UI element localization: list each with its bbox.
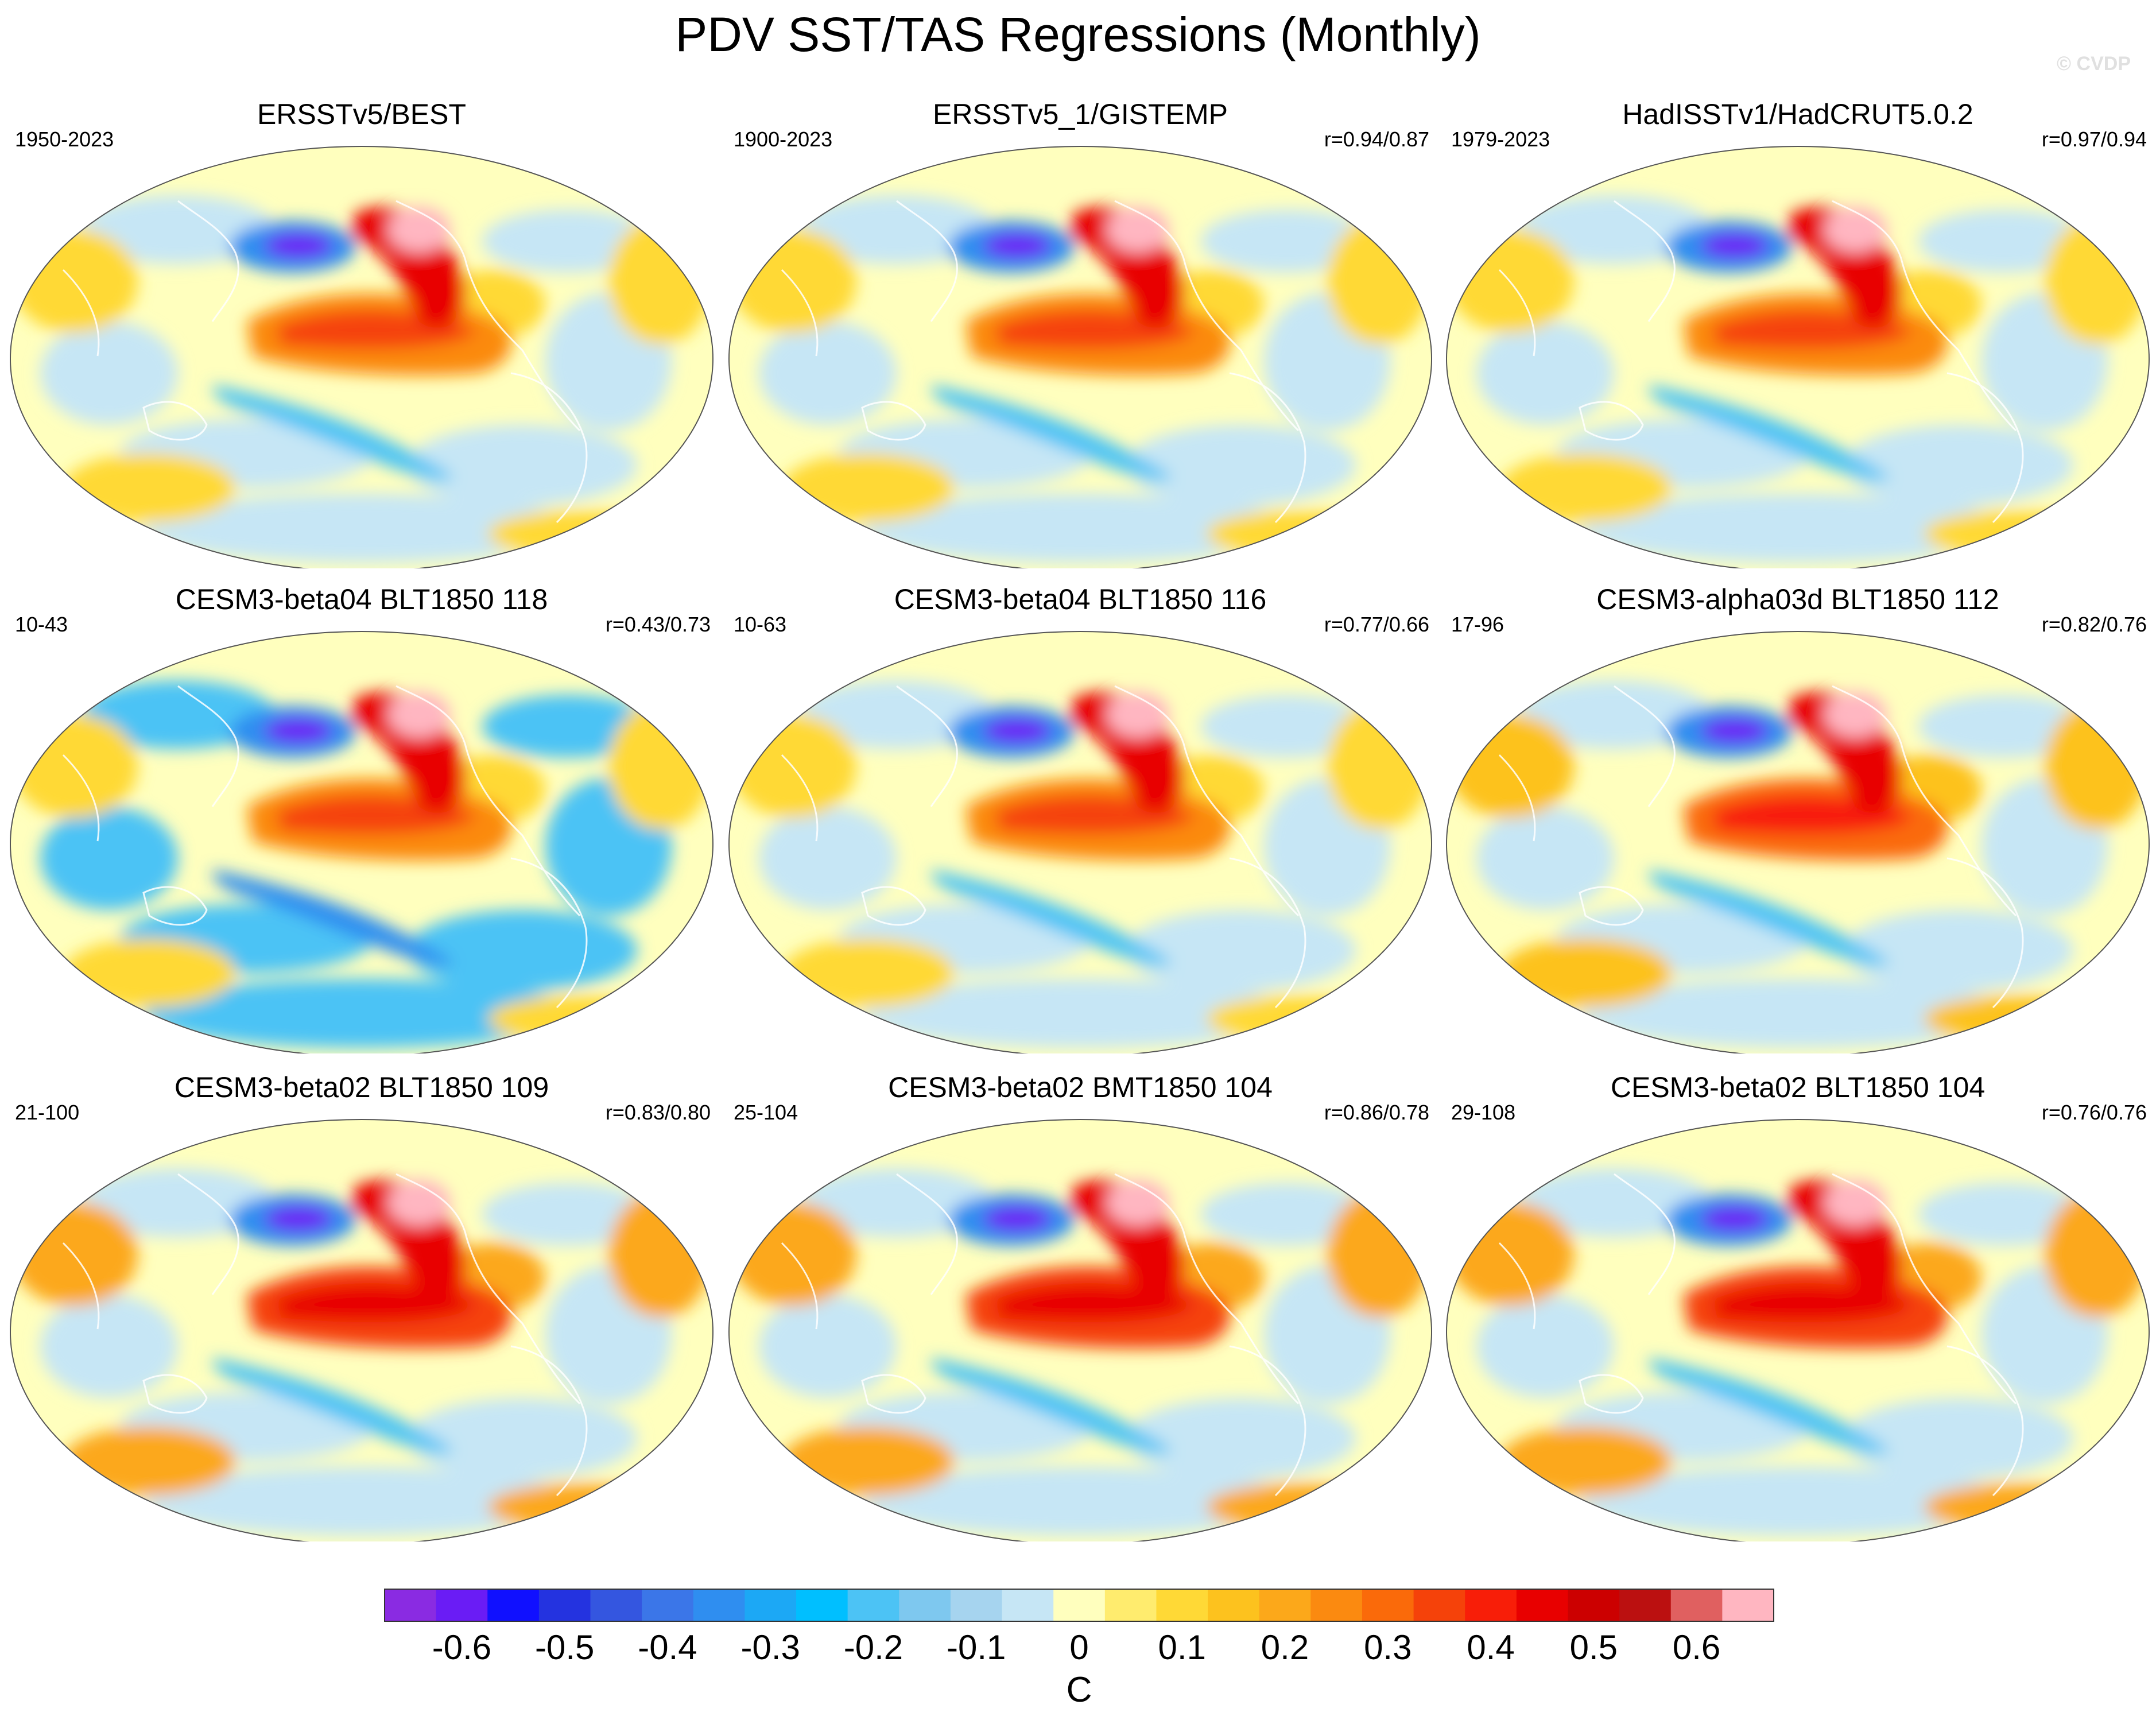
colorbar-swatch xyxy=(744,1589,797,1621)
colorbar-tick-label: 0.2 xyxy=(1261,1628,1309,1667)
panel-years: 29-108 xyxy=(1451,1101,1516,1124)
colorbar-frame xyxy=(384,1589,1774,1622)
panel-title: CESM3-beta04 BLT1850 118 xyxy=(175,583,548,615)
map-panel: CESM3-beta02 BLT1850 109 21-100 r=0.83/0… xyxy=(6,1071,718,1553)
panel-correlation: r=0.43/0.73 xyxy=(605,613,711,636)
colorbar-swatch xyxy=(1413,1589,1465,1621)
colorbar-tick-label: 0.3 xyxy=(1364,1628,1412,1667)
regression-map xyxy=(10,146,714,568)
copyright-label: © CVDP xyxy=(2057,53,2131,75)
colorbar-swatch xyxy=(1259,1589,1311,1621)
colorbar-tick-label: 0.5 xyxy=(1570,1628,1618,1667)
colorbar-swatch xyxy=(950,1589,1003,1621)
colorbar-tick-label: -0.2 xyxy=(844,1628,903,1667)
panel-correlation: r=0.76/0.76 xyxy=(2041,1101,2147,1124)
panel-years: 10-63 xyxy=(734,613,787,636)
colorbar-tick-label: 0.1 xyxy=(1158,1628,1206,1667)
panel-correlation: r=0.82/0.76 xyxy=(2041,613,2147,636)
colorbar-swatch xyxy=(642,1589,694,1621)
panel-years: 1979-2023 xyxy=(1451,127,1550,151)
panel-title: CESM3-beta02 BLT1850 109 xyxy=(174,1071,549,1103)
colorbar-swatch xyxy=(1465,1589,1517,1621)
figure-title: PDV SST/TAS Regressions (Monthly) xyxy=(675,7,1481,61)
regression-map xyxy=(10,631,714,1053)
colorbar-swatch xyxy=(1156,1589,1208,1621)
panel-title: CESM3-beta02 BLT1850 104 xyxy=(1610,1071,1986,1103)
panel-years: 1900-2023 xyxy=(734,127,833,151)
panel-correlation: r=0.77/0.66 xyxy=(1324,613,1429,636)
regression-map xyxy=(728,146,1432,568)
colorbar-tick-label: -0.1 xyxy=(947,1628,1006,1667)
colorbar-swatch xyxy=(538,1589,591,1621)
colorbar-tick-label: -0.5 xyxy=(535,1628,594,1667)
panel-years: 17-96 xyxy=(1451,613,1504,636)
map-panel: CESM3-beta02 BLT1850 104 29-108 r=0.76/0… xyxy=(1442,1071,2154,1553)
colorbar-swatch xyxy=(796,1589,848,1621)
map-panel: CESM3-beta04 BLT1850 116 10-63 r=0.77/0.… xyxy=(724,583,1436,1065)
regression-map xyxy=(728,631,1432,1053)
colorbar-swatch xyxy=(1053,1589,1106,1621)
panel-correlation: r=0.97/0.94 xyxy=(2041,127,2147,151)
map-panel: CESM3-alpha03d BLT1850 112 17-96 r=0.82/… xyxy=(1442,583,2154,1065)
map-panel: CESM3-beta02 BMT1850 104 25-104 r=0.86/0… xyxy=(724,1071,1436,1553)
colorbar-swatch xyxy=(693,1589,745,1621)
colorbar-swatch xyxy=(1722,1589,1774,1621)
colorbar-swatch xyxy=(1208,1589,1260,1621)
colorbar-swatch xyxy=(385,1589,437,1621)
colorbar-tick-label: -0.4 xyxy=(638,1628,697,1667)
colorbar: -0.6 -0.5 -0.4 -0.3 -0.2 -0.1 0 0.1 0.2 0.3 0.4 0.5… xyxy=(384,1589,1774,1710)
panel-years: 25-104 xyxy=(734,1101,798,1124)
panel-correlation: r=0.86/0.78 xyxy=(1324,1101,1429,1124)
colorbar-swatch xyxy=(1362,1589,1414,1621)
panel-years: 1950-2023 xyxy=(15,127,114,151)
colorbar-swatch xyxy=(899,1589,951,1621)
regression-map xyxy=(1446,1119,2150,1541)
panel-correlation: r=0.94/0.87 xyxy=(1324,127,1429,151)
panel-years: 10-43 xyxy=(15,613,68,636)
colorbar-swatch xyxy=(487,1589,540,1621)
map-panel: CESM3-beta04 BLT1850 118 10-43 r=0.43/0.… xyxy=(6,583,718,1065)
colorbar-tick-label: 0 xyxy=(1069,1628,1088,1667)
regression-map xyxy=(10,1119,714,1541)
panel-correlation: r=0.83/0.80 xyxy=(605,1101,711,1124)
panel-title: CESM3-beta04 BLT1850 116 xyxy=(894,583,1267,615)
regression-map xyxy=(1446,146,2150,568)
panel-title: ERSSTv5_1/GISTEMP xyxy=(932,98,1228,130)
map-panel: ERSSTv5_1/GISTEMP 1900-2023 r=0.94/0.87 xyxy=(724,98,1436,580)
regression-map xyxy=(1446,631,2150,1053)
colorbar-tick-label: -0.6 xyxy=(432,1628,491,1667)
colorbar-tick-label: 0.4 xyxy=(1467,1628,1514,1667)
panel-title: ERSSTv5/BEST xyxy=(257,98,466,130)
colorbar-swatch xyxy=(1310,1589,1363,1621)
map-panel: HadISSTv1/HadCRUT5.0.2 1979-2023 r=0.97/… xyxy=(1442,98,2154,580)
panel-years: 21-100 xyxy=(15,1101,80,1124)
colorbar-swatch xyxy=(1516,1589,1568,1621)
colorbar-swatch xyxy=(436,1589,488,1621)
colorbar-unit-label: C xyxy=(1067,1670,1092,1710)
colorbar-swatch xyxy=(1568,1589,1620,1621)
regression-map xyxy=(728,1119,1432,1541)
colorbar-swatch xyxy=(847,1589,899,1621)
colorbar-tick-label: 0.6 xyxy=(1673,1628,1720,1667)
colorbar-swatch xyxy=(1670,1589,1723,1621)
colorbar-swatch xyxy=(1002,1589,1054,1621)
colorbar-tick-label: -0.3 xyxy=(741,1628,800,1667)
panel-title: CESM3-alpha03d BLT1850 112 xyxy=(1596,583,1999,615)
panel-title: HadISSTv1/HadCRUT5.0.2 xyxy=(1622,98,1973,130)
colorbar-swatch xyxy=(1619,1589,1672,1621)
colorbar-swatch xyxy=(1104,1589,1157,1621)
colorbar-swatch xyxy=(590,1589,642,1621)
map-panel: ERSSTv5/BEST 1950-2023 xyxy=(6,98,718,580)
panel-title: CESM3-beta02 BMT1850 104 xyxy=(888,1071,1273,1103)
